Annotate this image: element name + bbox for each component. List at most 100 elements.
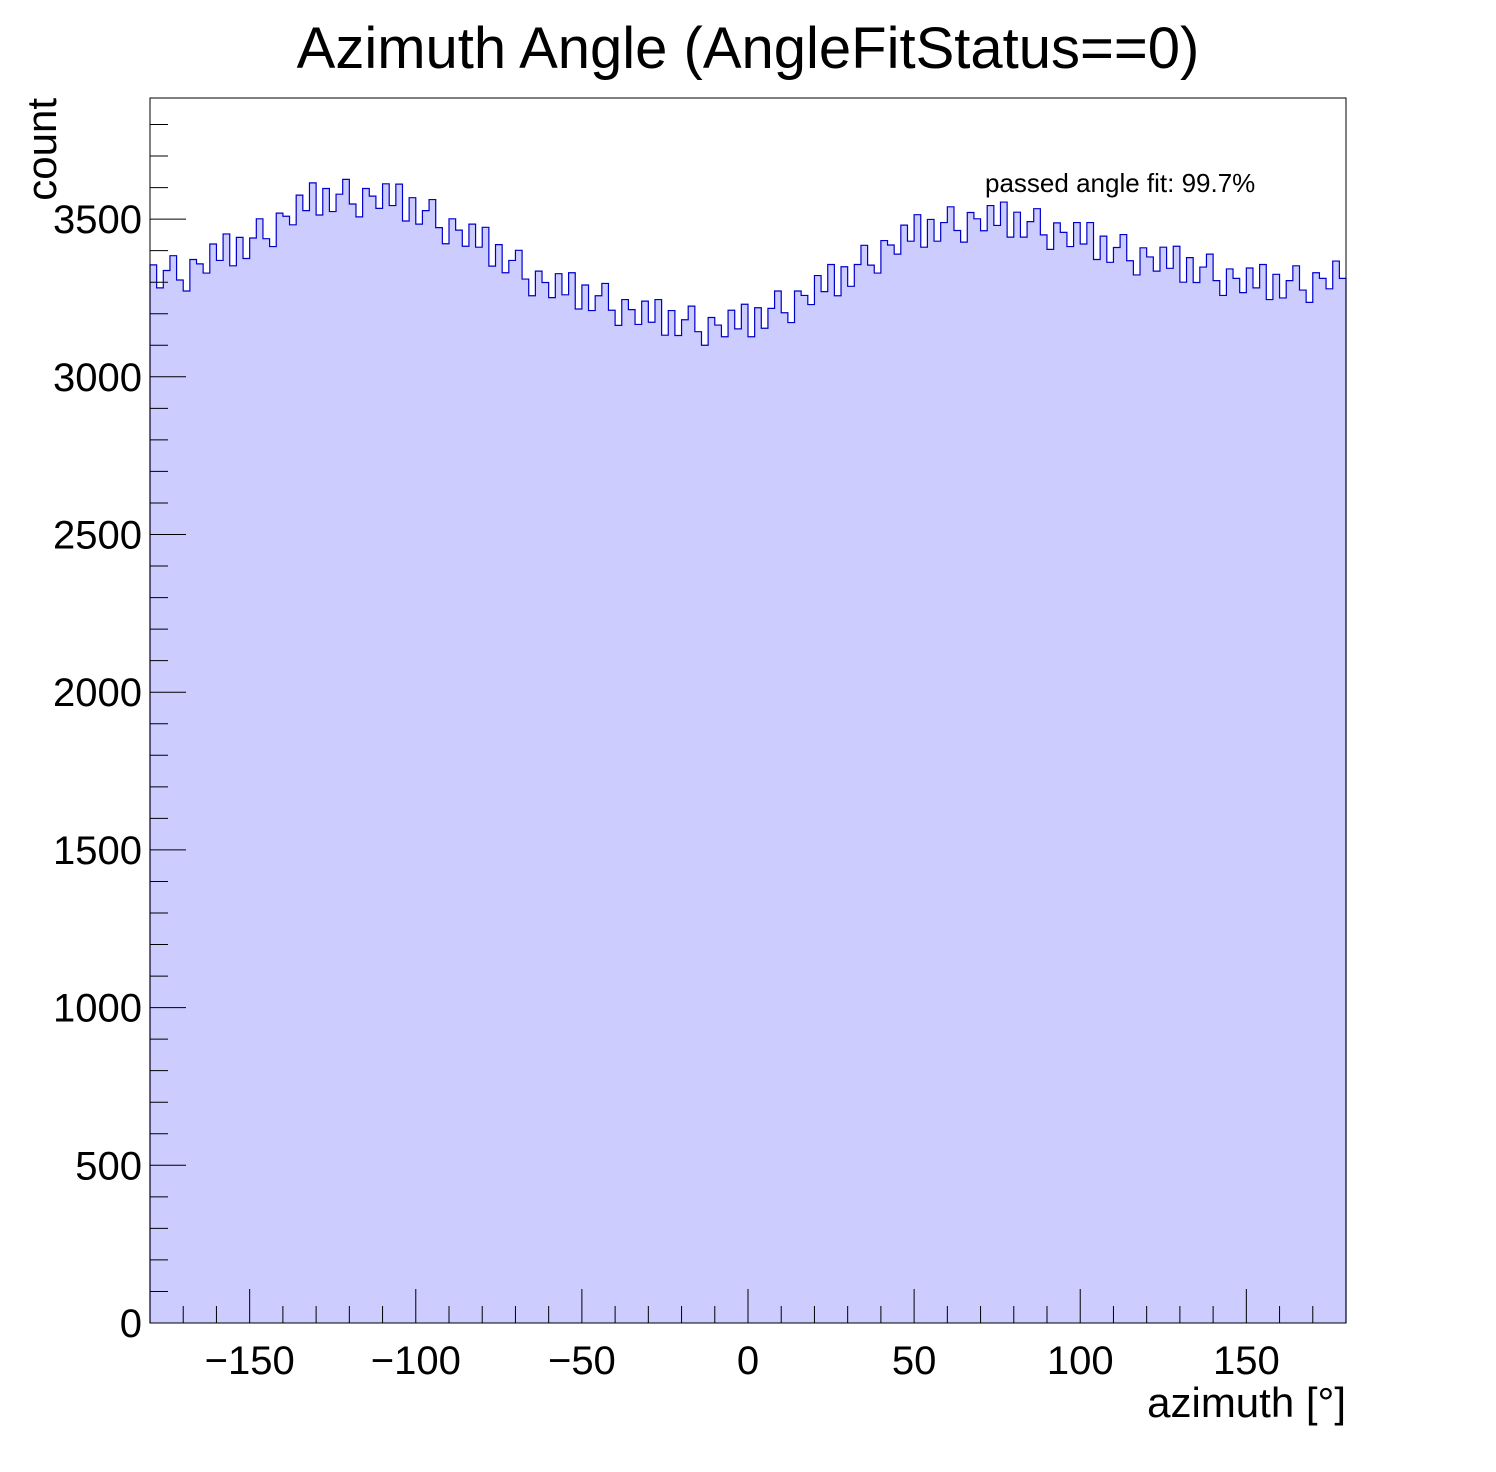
y-tick-label: 0 — [120, 1302, 142, 1346]
histogram-bin — [1286, 280, 1294, 1324]
histogram-bin — [1306, 302, 1314, 1323]
histogram-bin — [914, 214, 922, 1324]
histogram-bin — [1233, 278, 1241, 1324]
histogram-bin — [1146, 256, 1154, 1323]
histogram-bin — [980, 230, 988, 1323]
histogram-bin — [1299, 290, 1307, 1324]
histogram-bin — [721, 336, 729, 1324]
annotation-passed-fit: passed angle fit: 99.7% — [985, 168, 1255, 198]
y-tick-label: 500 — [75, 1144, 142, 1188]
histogram-bin — [1159, 247, 1167, 1324]
histogram-bin — [150, 264, 158, 1324]
histogram-bin — [993, 225, 1001, 1324]
histogram-bin — [342, 179, 350, 1323]
histogram-bin — [847, 286, 855, 1323]
histogram-bin — [1186, 257, 1194, 1324]
histogram-bin — [1126, 260, 1134, 1323]
chart-title: Azimuth Angle (AngleFitStatus==0) — [297, 16, 1200, 81]
histogram-bin — [1113, 247, 1121, 1324]
histogram-bin — [488, 266, 496, 1323]
histogram-bin — [668, 310, 676, 1323]
histogram-bin — [907, 241, 915, 1323]
histogram-bin — [329, 211, 337, 1324]
histogram-bin — [794, 291, 802, 1323]
histogram-bin — [1106, 262, 1114, 1324]
histogram-bin — [236, 237, 244, 1323]
y-tick-label: 2000 — [53, 671, 142, 715]
histogram-bin — [555, 273, 563, 1324]
histogram-bin — [262, 238, 270, 1323]
histogram-bin — [601, 283, 609, 1324]
histogram-bin — [1153, 271, 1161, 1323]
histogram-bin — [1246, 267, 1254, 1323]
histogram-bin — [927, 219, 935, 1324]
histogram-bin — [661, 335, 669, 1323]
x-tick-label: 50 — [892, 1339, 937, 1383]
histogram-bin — [1047, 249, 1055, 1323]
histogram-bin — [1272, 274, 1280, 1323]
histogram-bin — [196, 263, 204, 1323]
histogram-bin — [767, 308, 775, 1323]
histogram-bin — [369, 196, 377, 1323]
histogram-bin — [1332, 261, 1340, 1323]
histogram-bin — [289, 224, 297, 1323]
histogram-bin — [708, 317, 716, 1323]
histogram-bin — [1060, 232, 1068, 1324]
histogram-bin — [934, 241, 942, 1323]
histogram-bin — [814, 275, 822, 1323]
histogram-bin — [209, 244, 217, 1324]
histogram-bin — [1312, 272, 1320, 1323]
histogram-bin — [568, 272, 576, 1323]
x-tick-label: 0 — [737, 1339, 759, 1383]
histogram-bin — [415, 224, 423, 1324]
histogram-bin — [1213, 280, 1221, 1324]
histogram-bin — [621, 299, 629, 1324]
histogram-bin — [402, 221, 410, 1323]
histogram-bin — [189, 259, 197, 1323]
y-tick-label: 1500 — [53, 829, 142, 873]
histogram-bin — [302, 210, 310, 1323]
histogram-bin — [502, 272, 510, 1323]
histogram-bin — [920, 247, 928, 1324]
histogram-bin — [754, 307, 762, 1324]
histogram-bin — [442, 243, 450, 1324]
histogram-bin — [694, 331, 702, 1323]
histogram-bin — [156, 287, 164, 1324]
histogram-bin — [1020, 237, 1028, 1324]
histogram-bin — [508, 260, 516, 1323]
histogram-bin — [860, 245, 868, 1323]
histogram-bin — [203, 273, 211, 1323]
y-tick-label: 3500 — [53, 198, 142, 242]
histogram-bin — [163, 270, 171, 1324]
histogram-bin — [309, 182, 317, 1323]
histogram-bin — [375, 208, 383, 1323]
histogram-bin — [176, 279, 184, 1323]
histogram-bin — [701, 345, 709, 1323]
histogram-bin — [628, 309, 636, 1323]
histogram-bin — [973, 218, 981, 1323]
histogram-bin — [495, 244, 503, 1323]
histogram-bin — [960, 242, 968, 1323]
histogram-bin — [801, 295, 809, 1323]
histogram-bin — [1033, 208, 1041, 1323]
histogram-bin — [887, 244, 895, 1324]
histogram-bin — [1140, 247, 1148, 1323]
y-axis-label: count — [18, 98, 65, 201]
histogram-bin — [1326, 288, 1334, 1323]
histogram-bin — [429, 199, 437, 1324]
histogram-bin — [223, 233, 231, 1323]
histogram-bin — [575, 309, 583, 1323]
axes: 0 500 1000 1500 2000 2500 3000 3500 −150 −100 −50 0… — [53, 123, 1347, 1383]
histogram-bin — [867, 265, 875, 1323]
histogram-bin — [362, 188, 370, 1323]
histogram-bin — [1219, 295, 1227, 1323]
histogram-bin — [1120, 234, 1128, 1324]
histogram-bin — [1100, 236, 1108, 1323]
histogram-bin — [1086, 222, 1094, 1323]
histogram-bin — [588, 310, 596, 1323]
histogram-bin — [475, 247, 483, 1324]
histogram-bin — [1073, 222, 1081, 1323]
histogram-bin — [1080, 244, 1088, 1324]
histogram-bin — [1093, 259, 1101, 1323]
